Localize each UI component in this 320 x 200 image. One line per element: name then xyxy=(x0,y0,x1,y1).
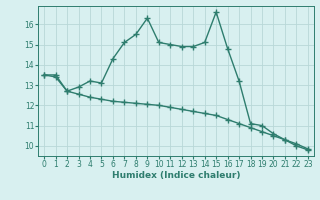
X-axis label: Humidex (Indice chaleur): Humidex (Indice chaleur) xyxy=(112,171,240,180)
